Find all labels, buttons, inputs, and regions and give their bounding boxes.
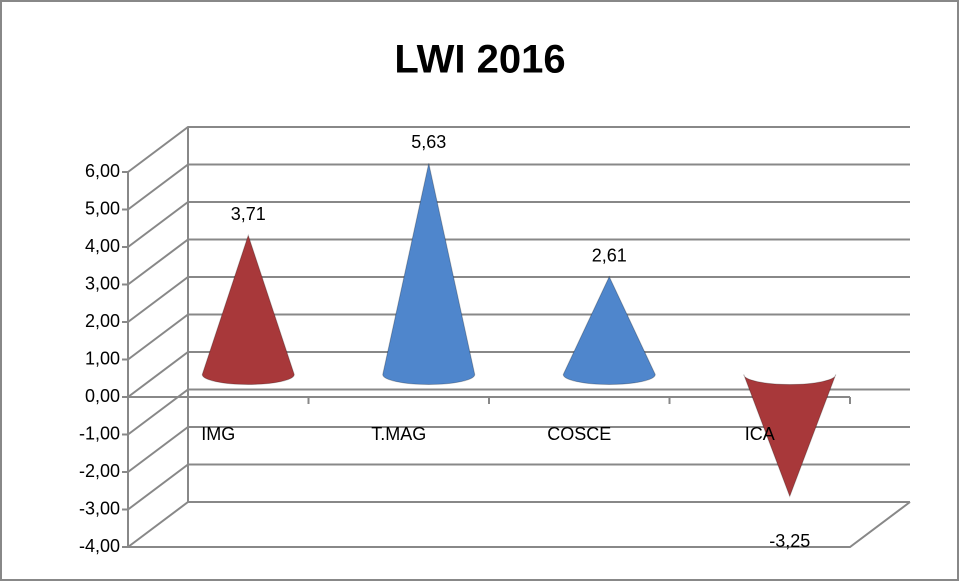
cone: [562, 275, 656, 385]
value-label: 3,71: [231, 204, 266, 224]
grid-line: [127, 351, 910, 398]
grid-line: [127, 426, 910, 473]
grid-line: [127, 388, 910, 436]
value-label: 2,61: [592, 245, 627, 265]
y-tick-label: 0,00: [85, 386, 120, 406]
y-tick-label: -4,00: [79, 536, 120, 556]
y-tick-label: -2,00: [79, 461, 120, 481]
grid-line: [127, 238, 910, 286]
grid-line: [127, 313, 910, 361]
grid-line: [127, 463, 910, 511]
y-tick-label: 5,00: [85, 198, 120, 218]
cone: [743, 374, 837, 498]
cone: [201, 233, 295, 385]
y-tick-label: 1,00: [85, 348, 120, 368]
y-tick-label: 6,00: [85, 161, 120, 181]
y-tick-label: 4,00: [85, 236, 120, 256]
grid-line: [127, 201, 910, 248]
value-label: 5,63: [411, 132, 446, 152]
cone: [382, 163, 476, 385]
x-tick-label: COSCE: [547, 424, 611, 444]
grid-line: [127, 276, 910, 323]
grid-line: [127, 163, 910, 211]
x-tick-label: ICA: [745, 424, 775, 444]
y-tick-label: -3,00: [79, 498, 120, 518]
x-tick-label: IMG: [201, 424, 235, 444]
chart-title: LWI 2016: [394, 38, 565, 82]
y-tick-label: 2,00: [85, 311, 120, 331]
x-tick-label: T.MAG: [371, 424, 426, 444]
grid-line: [127, 126, 910, 173]
y-tick-label: -1,00: [79, 423, 120, 443]
floor-edge: [128, 501, 911, 548]
grid-line: [127, 501, 910, 548]
value-label: -3,25: [769, 531, 810, 551]
y-tick-label: 3,00: [85, 273, 120, 293]
